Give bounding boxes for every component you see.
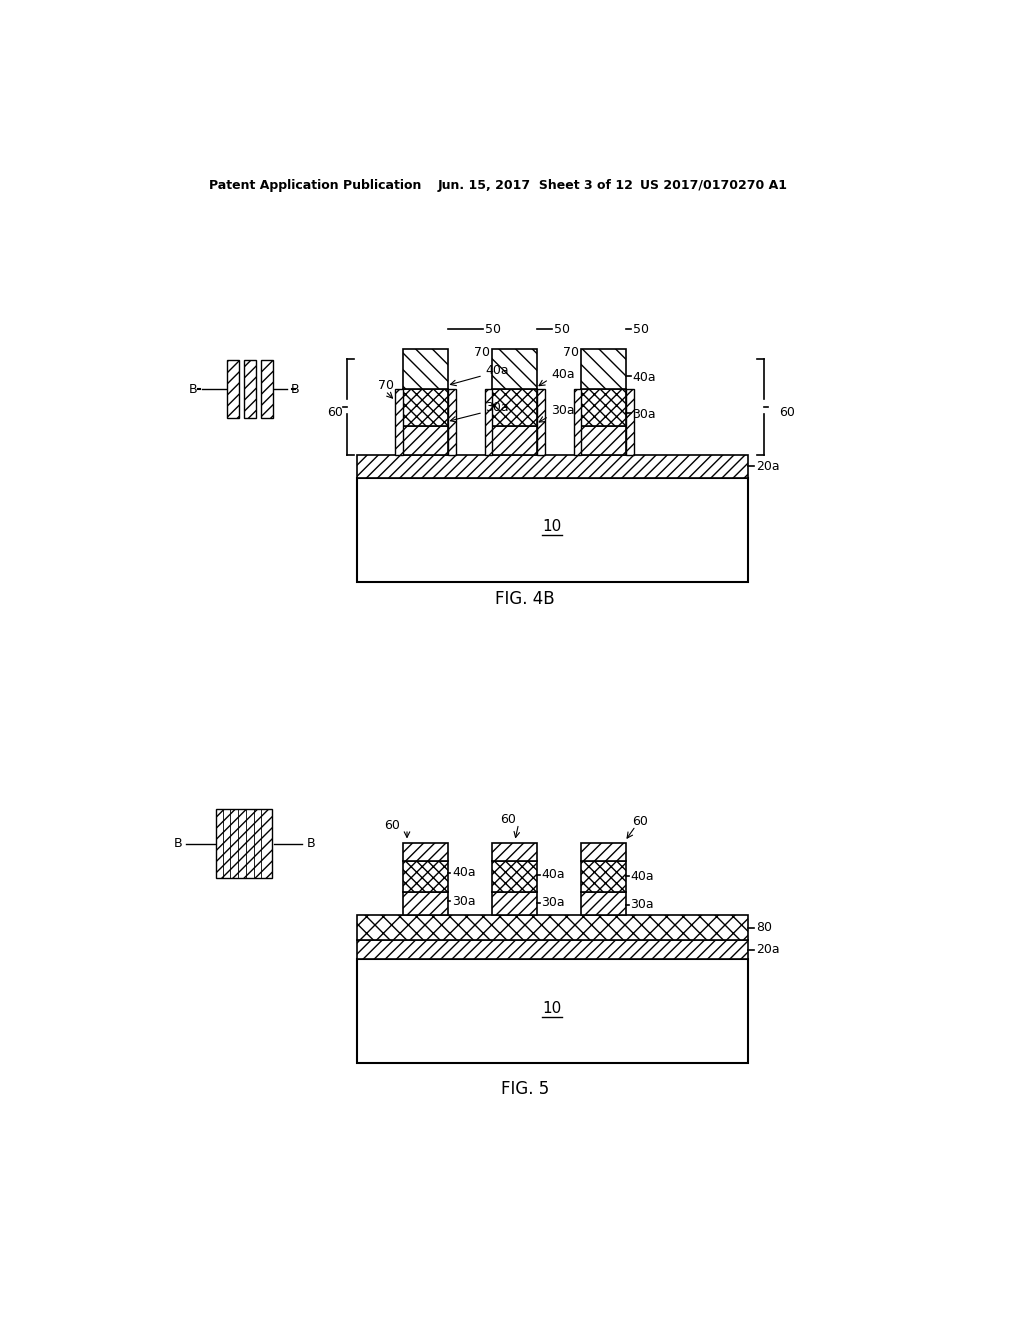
- Bar: [493, 862, 538, 892]
- Bar: [395, 388, 403, 455]
- Text: 70: 70: [378, 379, 393, 392]
- Bar: [356, 455, 748, 478]
- Bar: [403, 892, 449, 915]
- Bar: [493, 348, 538, 388]
- Text: 50: 50: [554, 323, 570, 335]
- Bar: [493, 388, 538, 425]
- Text: 40a: 40a: [541, 869, 564, 880]
- Bar: [216, 809, 272, 878]
- Text: 20a: 20a: [756, 942, 779, 956]
- Text: 70: 70: [563, 346, 580, 359]
- Text: 60: 60: [328, 407, 343, 418]
- Text: 40a: 40a: [630, 870, 654, 883]
- Text: 40a: 40a: [452, 866, 475, 879]
- Text: 40a: 40a: [485, 363, 509, 376]
- Text: 60: 60: [779, 407, 795, 418]
- Bar: [582, 843, 627, 862]
- Bar: [582, 862, 627, 892]
- Bar: [403, 388, 449, 425]
- Bar: [356, 940, 748, 960]
- Text: FIG. 5: FIG. 5: [501, 1080, 549, 1097]
- Text: 30a: 30a: [633, 408, 656, 421]
- Text: 30a: 30a: [541, 896, 564, 909]
- Text: 80: 80: [756, 921, 772, 935]
- Bar: [493, 425, 538, 455]
- Text: B: B: [189, 383, 198, 396]
- Text: B: B: [291, 383, 299, 396]
- Text: 30a: 30a: [551, 404, 574, 417]
- Bar: [582, 425, 627, 455]
- Bar: [582, 388, 627, 425]
- Text: FIG. 4B: FIG. 4B: [495, 590, 555, 607]
- Text: 10: 10: [543, 1001, 562, 1015]
- Bar: [627, 388, 634, 455]
- Bar: [261, 360, 273, 418]
- Text: 30a: 30a: [485, 400, 509, 413]
- Text: 50: 50: [485, 323, 502, 335]
- Text: 30a: 30a: [630, 898, 654, 911]
- Bar: [493, 843, 538, 862]
- Bar: [582, 892, 627, 915]
- Text: 20a: 20a: [756, 459, 779, 473]
- Text: 50: 50: [633, 323, 648, 335]
- Bar: [356, 478, 748, 582]
- Text: 40a: 40a: [551, 367, 574, 380]
- Text: 60: 60: [633, 814, 648, 828]
- Text: US 2017/0170270 A1: US 2017/0170270 A1: [640, 178, 786, 191]
- Bar: [403, 425, 449, 455]
- Bar: [356, 960, 748, 1063]
- Text: 60: 60: [500, 813, 516, 826]
- Text: Jun. 15, 2017  Sheet 3 of 12: Jun. 15, 2017 Sheet 3 of 12: [438, 178, 634, 191]
- Text: 60: 60: [384, 820, 399, 833]
- Bar: [403, 843, 449, 862]
- Bar: [573, 388, 582, 455]
- Text: Patent Application Publication: Patent Application Publication: [209, 178, 422, 191]
- Text: 10: 10: [543, 519, 562, 535]
- Text: 30a: 30a: [452, 895, 475, 908]
- Text: B: B: [306, 837, 314, 850]
- Bar: [403, 862, 449, 892]
- Bar: [484, 388, 493, 455]
- Bar: [449, 388, 456, 455]
- Bar: [493, 892, 538, 915]
- Bar: [538, 388, 545, 455]
- Text: 40a: 40a: [633, 371, 656, 384]
- Bar: [356, 915, 748, 940]
- Bar: [245, 360, 256, 418]
- Bar: [582, 348, 627, 388]
- Text: 70: 70: [474, 346, 490, 359]
- Bar: [227, 360, 239, 418]
- Text: B: B: [174, 837, 182, 850]
- Bar: [403, 348, 449, 388]
